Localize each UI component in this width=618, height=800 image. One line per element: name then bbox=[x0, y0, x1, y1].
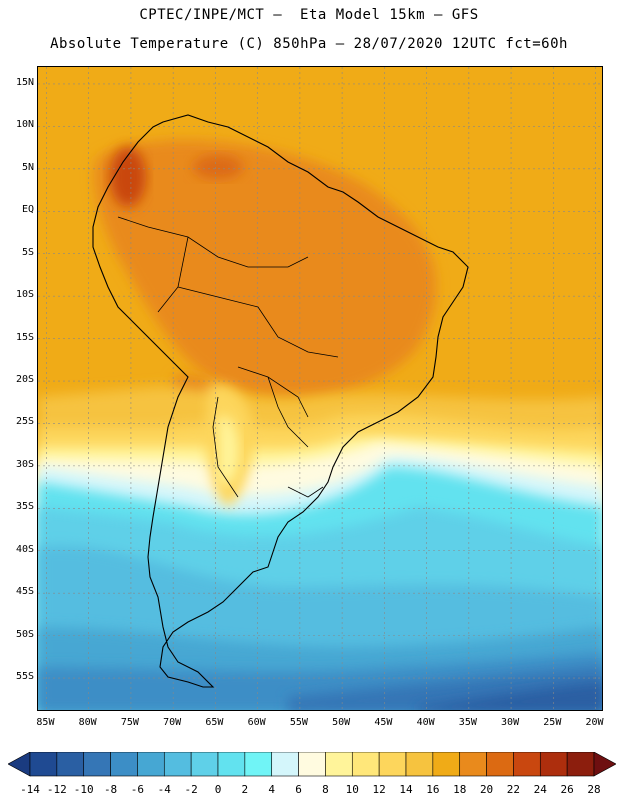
map-subtitle: Absolute Temperature (C) 850hPa – 28/07/… bbox=[50, 36, 568, 52]
lat-tick-label: 50S bbox=[15, 628, 34, 640]
legend-swatch bbox=[459, 752, 487, 777]
lat-tick-label: 20S bbox=[15, 374, 34, 385]
legend-over-arrow bbox=[593, 752, 616, 777]
legend-label: 20 bbox=[479, 783, 494, 796]
legend-swatch bbox=[432, 752, 461, 777]
temperature-field bbox=[38, 67, 602, 710]
lon-tick-label: 70W bbox=[163, 717, 182, 728]
legend-swatch bbox=[110, 752, 138, 777]
coastline bbox=[92, 114, 469, 688]
legend-label: 6 bbox=[295, 783, 302, 796]
legend-label: 0 bbox=[214, 783, 222, 796]
field-minus12-minus10 bbox=[418, 682, 602, 710]
lat-tick-label: 15N bbox=[15, 76, 34, 88]
lat-tick-label: 35S bbox=[15, 501, 34, 513]
gridlines bbox=[38, 67, 602, 710]
map-title: CPTEC/INPE/MCT – Eta Model 15km – GFS bbox=[139, 7, 479, 23]
legend-swatch bbox=[217, 752, 246, 777]
legend-swatch bbox=[190, 752, 219, 777]
legend-label: 12 bbox=[372, 783, 386, 796]
legend-label: 28 bbox=[587, 783, 601, 796]
lon-tick-label: 80W bbox=[78, 717, 97, 728]
country-borders bbox=[117, 216, 339, 498]
lat-tick-label: 10S bbox=[15, 289, 34, 301]
legend-label: -4 bbox=[157, 783, 171, 796]
legend-swatch bbox=[566, 752, 595, 777]
color-legend bbox=[8, 752, 616, 777]
lat-tick-label: EQ bbox=[21, 204, 34, 216]
legend-swatch bbox=[351, 752, 380, 777]
legend-swatch bbox=[486, 752, 514, 777]
legend-label: 2 bbox=[241, 783, 249, 796]
legend-label: -2 bbox=[184, 783, 198, 796]
lat-tick-label: 5S bbox=[21, 246, 34, 258]
legend-label: 10 bbox=[345, 783, 359, 796]
legend-under-arrow bbox=[8, 752, 31, 777]
lon-tick-label: 50W bbox=[332, 717, 351, 728]
field-18-20 bbox=[94, 140, 437, 397]
lat-tick-label: 40S bbox=[15, 543, 34, 555]
legend-swatch bbox=[244, 752, 273, 777]
legend-label: -8 bbox=[103, 783, 118, 796]
legend-swatch bbox=[271, 752, 299, 777]
temperature-map bbox=[37, 66, 603, 711]
map-canvas bbox=[38, 67, 602, 710]
legend-swatch bbox=[325, 752, 353, 777]
lat-tick-label: 55S bbox=[15, 671, 34, 683]
lon-tick-label: 45W bbox=[374, 717, 393, 728]
lon-tick-label: 25W bbox=[543, 717, 562, 728]
lon-tick-label: 35W bbox=[458, 717, 477, 728]
field-22-24 bbox=[110, 147, 146, 207]
legend-swatch bbox=[378, 752, 407, 777]
lat-tick-label: 45S bbox=[15, 586, 34, 598]
lon-tick-label: 65W bbox=[205, 717, 224, 728]
legend-swatch bbox=[83, 752, 111, 777]
lat-tick-label: 15S bbox=[15, 331, 34, 343]
legend-label: -12 bbox=[46, 783, 67, 796]
lat-tick-label: 25S bbox=[15, 416, 34, 428]
legend-label: 22 bbox=[506, 783, 521, 796]
field-10-12-chaco bbox=[218, 416, 240, 486]
lon-tick-label: 30W bbox=[501, 717, 520, 728]
legend-label: -6 bbox=[130, 783, 145, 796]
legend-label: 4 bbox=[268, 783, 276, 796]
lon-tick-label: 55W bbox=[289, 717, 308, 728]
legend-label: 26 bbox=[560, 783, 574, 796]
lon-tick-label: 85W bbox=[36, 717, 55, 728]
legend-label: 14 bbox=[399, 783, 413, 796]
field-20-22 bbox=[193, 155, 243, 179]
legend-label: -10 bbox=[73, 783, 94, 796]
legend-swatch bbox=[137, 752, 165, 777]
legend-label: 8 bbox=[322, 783, 329, 796]
lon-tick-label: 60W bbox=[247, 717, 266, 728]
legend-label: 18 bbox=[453, 783, 467, 796]
legend-label: 16 bbox=[426, 783, 440, 796]
legend-swatch bbox=[513, 752, 541, 777]
legend-swatch bbox=[298, 752, 326, 777]
lon-tick-label: 20W bbox=[585, 717, 604, 728]
legend-label: 24 bbox=[533, 783, 547, 796]
legend-swatch bbox=[405, 752, 434, 777]
legend-label: -14 bbox=[20, 783, 40, 796]
lon-tick-label: 75W bbox=[120, 717, 139, 728]
legend-swatch bbox=[163, 752, 192, 777]
legend-swatch bbox=[29, 752, 58, 777]
legend-swatch bbox=[539, 752, 568, 777]
lat-tick-label: 5N bbox=[21, 161, 34, 173]
legend-swatch bbox=[56, 752, 85, 777]
lon-tick-label: 40W bbox=[416, 717, 435, 728]
lat-tick-label: 30S bbox=[15, 458, 34, 470]
lat-tick-label: 10N bbox=[15, 119, 34, 131]
